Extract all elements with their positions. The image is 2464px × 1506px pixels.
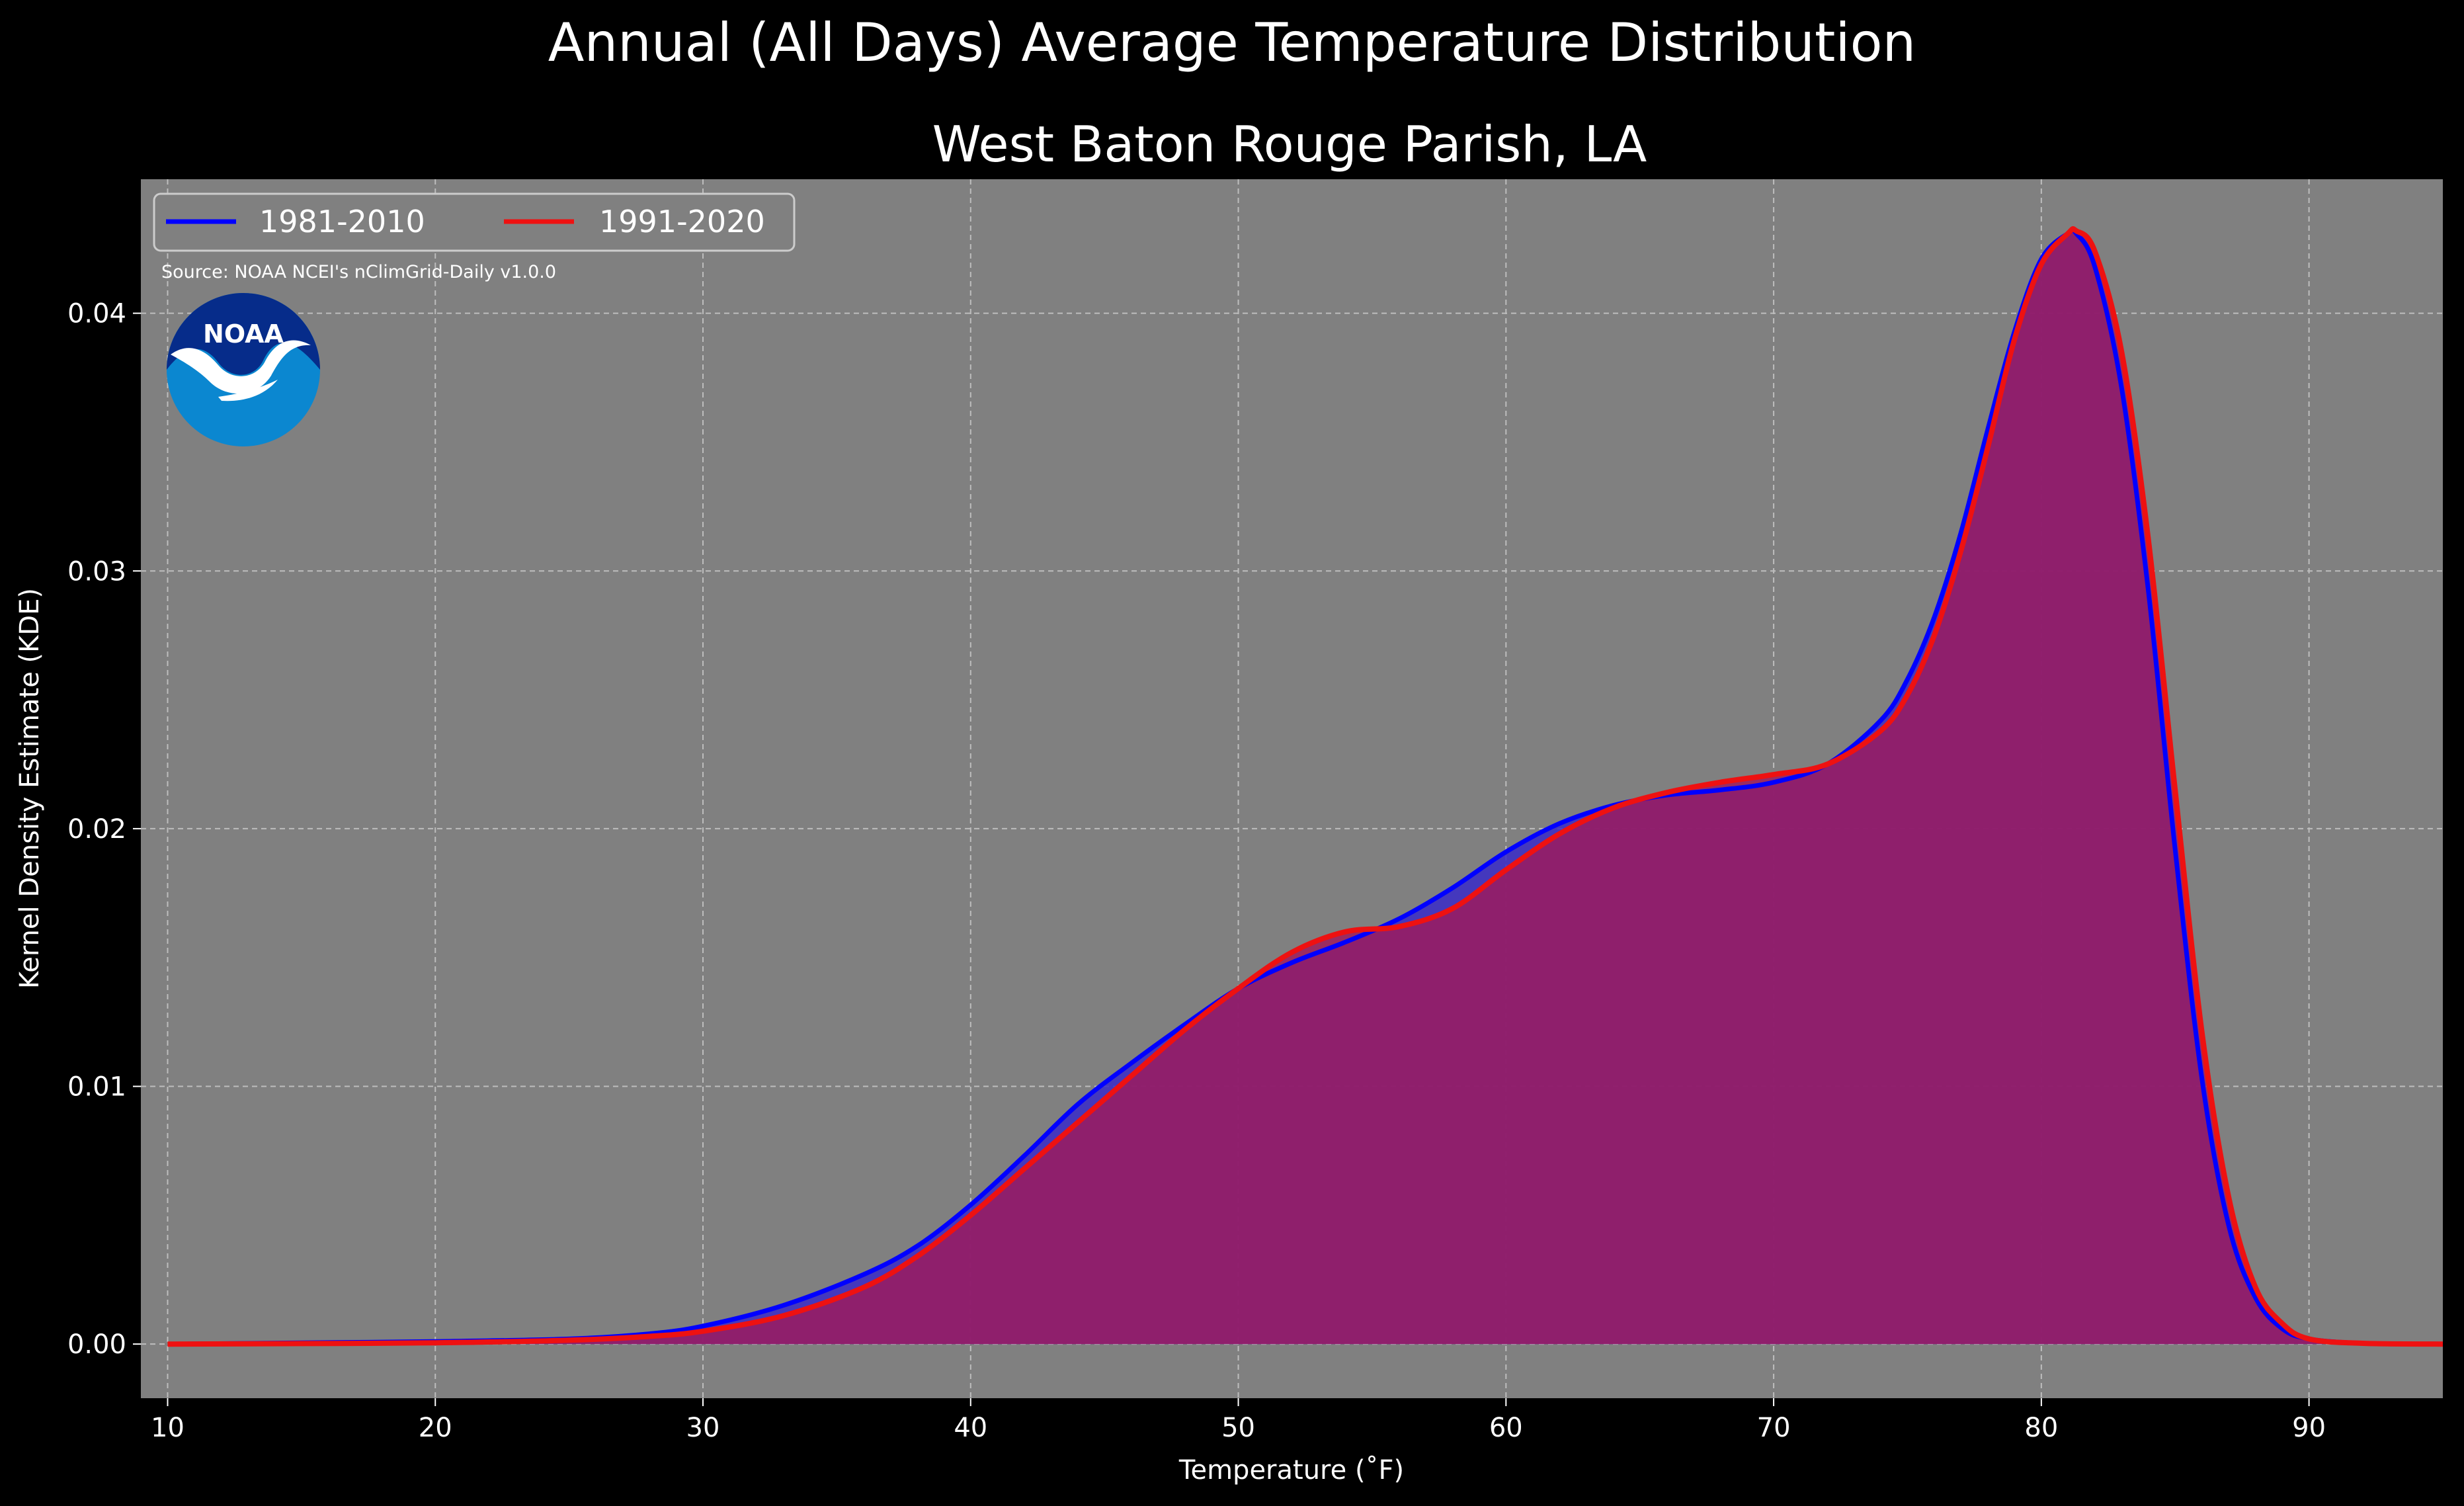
y-tick-label: 0.03 — [67, 556, 126, 587]
legend-box — [153, 192, 796, 252]
x-tick-label: 20 — [419, 1413, 452, 1443]
y-tick-label: 0.02 — [67, 814, 126, 845]
legend-label-1981-2010: 1981-2010 — [259, 204, 425, 239]
legend-label-1991-2020: 1991-2020 — [599, 204, 765, 239]
y-tick-label: 0.01 — [67, 1072, 126, 1103]
legend: 1981-2010 1991-2020 — [153, 192, 796, 252]
x-tick-label: 70 — [1757, 1413, 1791, 1443]
noaa-logo-text: NOAA — [203, 319, 284, 349]
x-axis-ticks: 10 20 30 40 50 60 70 80 90 — [151, 1398, 2326, 1443]
noaa-logo-icon: NOAA — [167, 293, 320, 446]
y-axis-ticks: 0.00 0.01 0.02 0.03 0.04 — [67, 299, 141, 1360]
x-tick-label: 80 — [2024, 1413, 2058, 1443]
x-tick-label: 40 — [954, 1413, 987, 1443]
x-tick-label: 50 — [1221, 1413, 1255, 1443]
y-tick-label: 0.04 — [67, 299, 126, 329]
source-note: Source: NOAA NCEI's nClimGrid-Daily v1.0… — [161, 262, 556, 282]
x-tick-label: 90 — [2292, 1413, 2326, 1443]
x-axis-label: Temperature (˚F) — [1178, 1455, 1404, 1485]
x-tick-label: 10 — [151, 1413, 185, 1443]
series-lines — [167, 226, 2443, 1347]
y-tick-label: 0.00 — [67, 1329, 126, 1360]
series-line-1981-2010 — [167, 227, 2443, 1347]
chart-subtitle: West Baton Rouge Parish, LA — [932, 115, 1647, 173]
series-area-1991-2020 — [167, 228, 2443, 1345]
series-fills — [167, 228, 2443, 1345]
x-tick-label: 60 — [1489, 1413, 1523, 1443]
series-line-1991-2020 — [167, 226, 2443, 1347]
x-tick-label: 30 — [686, 1413, 720, 1443]
chart-title: Annual (All Days) Average Temperature Di… — [548, 12, 1916, 73]
y-axis-label: Kernel Density Estimate (KDE) — [15, 588, 45, 989]
